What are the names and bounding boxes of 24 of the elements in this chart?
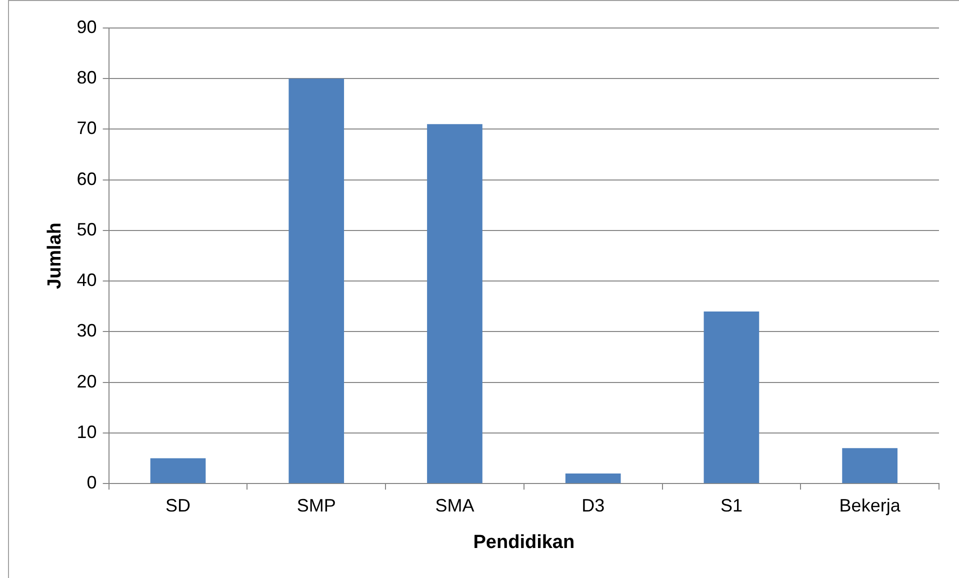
bar bbox=[565, 473, 621, 484]
y-tick-label: 60 bbox=[76, 168, 97, 189]
y-tick-label: 70 bbox=[76, 118, 97, 138]
x-tick-label: D3 bbox=[582, 495, 605, 516]
y-tick-label: 10 bbox=[76, 422, 97, 442]
y-tick-label: 40 bbox=[76, 270, 97, 290]
x-tick-label: SD bbox=[165, 495, 191, 516]
x-axis-title: Pendidikan bbox=[473, 532, 575, 553]
bar bbox=[842, 448, 898, 484]
y-tick-label: 50 bbox=[76, 219, 97, 240]
y-tick-label: 30 bbox=[76, 320, 97, 341]
bar bbox=[150, 458, 206, 484]
bar bbox=[288, 78, 344, 484]
x-tick-label: Bekerja bbox=[839, 495, 902, 516]
bar bbox=[427, 124, 482, 484]
y-tick-label: 20 bbox=[76, 371, 97, 392]
x-tick-label: SMP bbox=[296, 495, 336, 516]
x-tick-label: S1 bbox=[720, 495, 742, 516]
y-axis-title: Jumlah bbox=[44, 222, 66, 290]
bar bbox=[704, 311, 760, 484]
y-tick-label: 80 bbox=[76, 68, 97, 88]
y-tick-label: 90 bbox=[76, 16, 97, 37]
x-tick-label: SMA bbox=[435, 495, 474, 516]
y-tick-label: 0 bbox=[86, 472, 97, 493]
